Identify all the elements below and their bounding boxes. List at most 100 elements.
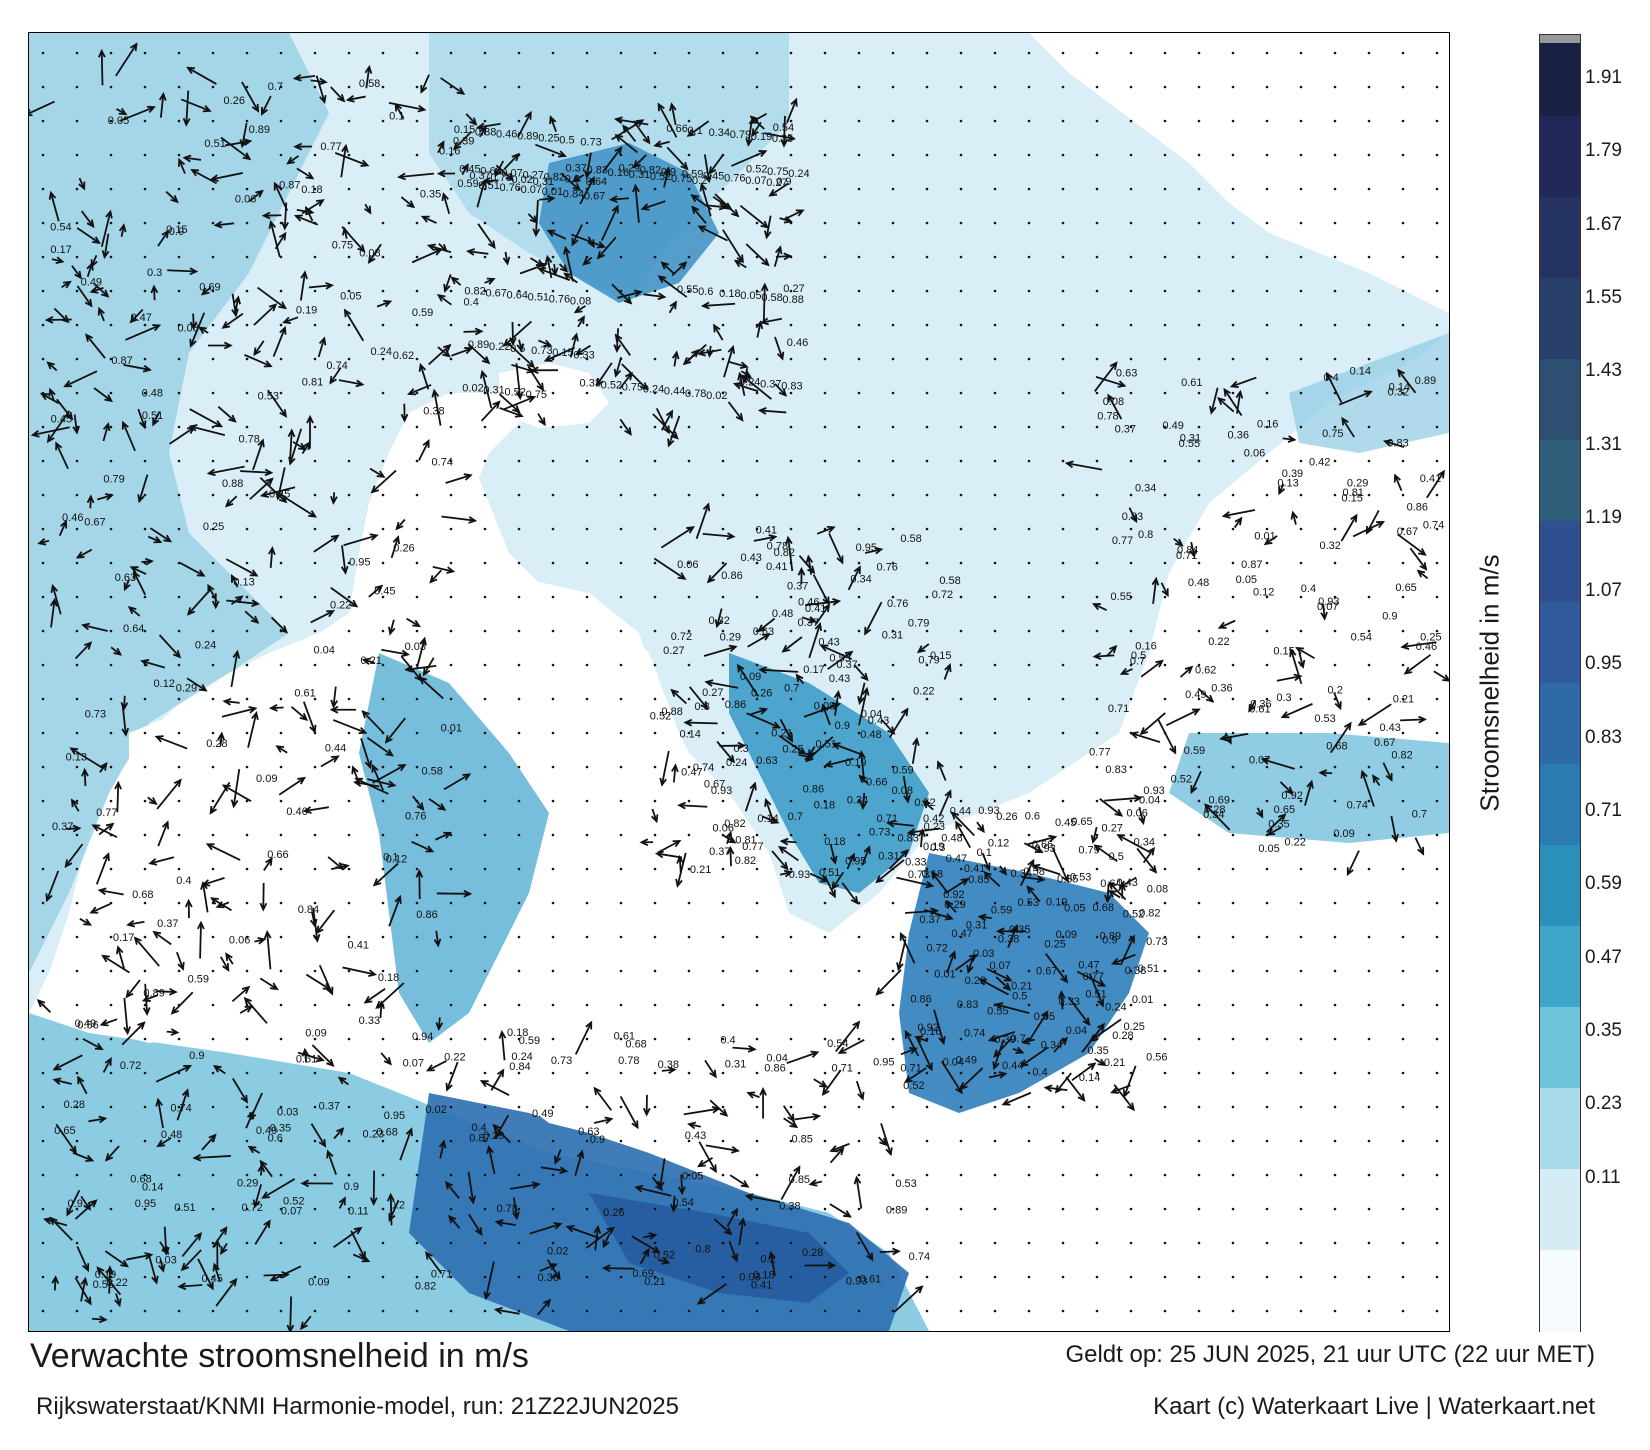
grid-dot	[551, 765, 555, 769]
grid-dot	[1129, 459, 1133, 463]
grid-dot	[1027, 1309, 1031, 1313]
current-arrow	[696, 348, 722, 357]
speed-label: 0.39	[1282, 468, 1303, 480]
current-arrow	[741, 367, 750, 384]
colorbar-cap	[1540, 35, 1580, 43]
grid-dot	[449, 153, 453, 157]
grid-dot	[823, 799, 827, 803]
current-arrow	[643, 1232, 658, 1240]
grid-dot	[789, 629, 793, 633]
grid-dot	[551, 1037, 555, 1041]
speed-label: 0.02	[706, 390, 727, 402]
speed-label: 0.85	[789, 1174, 810, 1186]
grid-dot	[143, 731, 147, 735]
current-arrow	[428, 798, 447, 811]
current-arrow	[397, 172, 435, 181]
current-arrow	[416, 636, 427, 668]
grid-dot	[1027, 595, 1031, 599]
grid-dot	[1027, 833, 1031, 837]
grid-dot	[925, 1139, 929, 1143]
current-arrow	[678, 1174, 686, 1196]
current-arrow	[823, 757, 854, 768]
grid-dot	[279, 1071, 283, 1075]
land-island-north	[499, 363, 609, 428]
grid-dot	[1367, 1037, 1371, 1041]
current-arrow	[1382, 439, 1405, 448]
speed-label: 0.87	[279, 180, 300, 192]
grid-dot	[381, 1241, 385, 1245]
speed-label: 0.95	[873, 1056, 894, 1068]
grid-dot	[449, 391, 453, 395]
current-arrow	[436, 889, 473, 898]
grid-dot	[1299, 1105, 1303, 1109]
land-southeast	[889, 863, 1449, 1331]
grid-dot	[109, 1071, 113, 1075]
grid-dot	[1265, 833, 1269, 837]
grid-dot	[1129, 391, 1133, 395]
current-arrow	[165, 191, 179, 204]
speed-label: 0.71	[877, 813, 898, 825]
grid-dot	[483, 51, 487, 55]
grid-dot	[143, 459, 147, 463]
grid-dot	[1027, 969, 1031, 973]
current-arrow	[619, 418, 632, 436]
grid-dot	[551, 459, 555, 463]
speed-label: 0.95	[384, 1110, 405, 1122]
current-arrow	[1426, 469, 1445, 499]
speed-label: 0.74	[964, 1028, 985, 1040]
speed-label: 0.28	[1112, 1030, 1133, 1042]
grid-dot	[1061, 1003, 1065, 1007]
current-arrow	[118, 223, 127, 237]
grid-dot	[279, 901, 283, 905]
grid-dot	[721, 323, 725, 327]
grid-dot	[653, 153, 657, 157]
current-arrow	[950, 811, 975, 837]
grid-dot	[347, 255, 351, 259]
speed-label: 0.95	[856, 542, 877, 554]
grid-dot	[449, 1173, 453, 1177]
speed-label: 0.89	[1415, 375, 1436, 387]
current-arrow	[182, 90, 191, 127]
grid-dot	[721, 153, 725, 157]
grid-dot	[347, 527, 351, 531]
grid-dot	[143, 969, 147, 973]
current-arrow	[1229, 376, 1257, 389]
speed-label: 0.01	[1132, 994, 1153, 1006]
speed-label: 0.35	[420, 189, 441, 201]
grid-dot	[1197, 187, 1201, 191]
grid-dot	[1197, 833, 1201, 837]
grid-dot	[483, 255, 487, 259]
speed-label: 0.31	[966, 919, 987, 931]
speed-label: 0.09	[1333, 828, 1354, 840]
current-arrow	[50, 583, 62, 615]
grid-dot	[279, 799, 283, 803]
grid-dot	[143, 1105, 147, 1109]
speed-label: 0.6	[1025, 810, 1040, 822]
grid-dot	[789, 765, 793, 769]
grid-dot	[653, 867, 657, 871]
grid-dot	[177, 1207, 181, 1211]
grid-dot	[109, 527, 113, 531]
grid-dot	[1163, 595, 1167, 599]
speed-label: 0.48	[142, 387, 163, 399]
current-arrow	[330, 492, 338, 505]
speed-label: 0.16	[920, 1026, 941, 1038]
current-arrow	[51, 256, 65, 265]
speed-label: 0.28	[64, 1099, 85, 1111]
speed-label: 0.78	[618, 1055, 639, 1067]
grid-dot	[177, 1173, 181, 1177]
grid-dot	[1401, 323, 1405, 327]
grid-dot	[483, 1173, 487, 1177]
grid-dot	[1367, 731, 1371, 735]
grid-dot	[41, 459, 45, 463]
speed-label: 0.07	[745, 175, 766, 187]
speed-label: 0.71	[431, 1268, 452, 1280]
grid-dot	[755, 969, 759, 973]
current-arrow	[1118, 882, 1126, 899]
grid-dot	[721, 935, 725, 939]
current-arrow	[758, 666, 799, 674]
grid-dot	[1265, 595, 1269, 599]
speed-label: 0.82	[640, 164, 661, 176]
speed-label: 0.67	[704, 778, 725, 790]
grid-dot	[143, 493, 147, 497]
